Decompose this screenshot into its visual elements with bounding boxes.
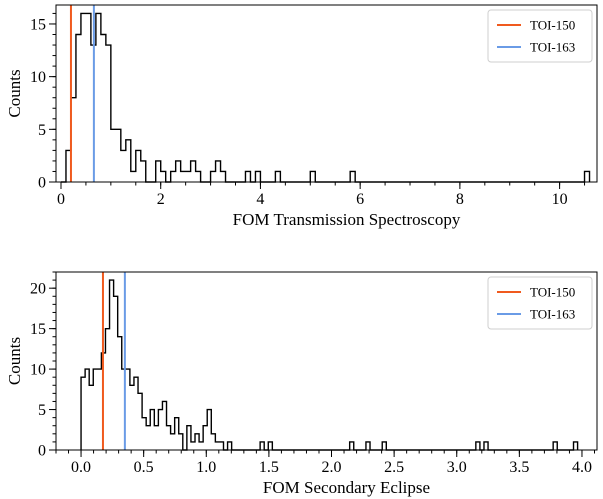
y-axis-label: Counts	[5, 337, 24, 385]
y-tick-label: 15	[30, 321, 46, 338]
x-tick-label: 0.5	[134, 459, 154, 476]
x-tick-label: 2.5	[384, 459, 404, 476]
y-tick-label: 5	[38, 402, 46, 419]
legend-label-toi-150: TOI-150	[530, 18, 575, 33]
histogram-panel-transmission: 0 2 4 6 8 10 0 5 10 15 FOM Transmission Spectrosco…	[5, 4, 598, 229]
x-tick-label: 8	[456, 191, 464, 208]
legend-box	[487, 9, 593, 63]
x-tick-label: 0	[57, 191, 65, 208]
x-tick-label: 10	[552, 191, 568, 208]
x-axis-label: FOM Transmission Spectroscopy	[233, 210, 461, 229]
x-tick-label: 3.5	[509, 459, 529, 476]
legend: TOI-150 TOI-163	[487, 9, 593, 63]
y-tick-label: 10	[30, 69, 46, 86]
x-axis-label: FOM Secondary Eclipse	[263, 478, 430, 497]
y-tick-label: 0	[38, 443, 46, 460]
legend-label-toi-163: TOI-163	[530, 307, 575, 322]
legend: TOI-150 TOI-163	[487, 276, 593, 330]
x-tick-label: 1.5	[259, 459, 279, 476]
y-tick-label: 5	[38, 122, 46, 139]
y-tick-label: 0	[38, 175, 46, 192]
y-tick-label: 20	[30, 281, 46, 298]
y-tick-label: 10	[30, 362, 46, 379]
x-tick-label: 1.0	[196, 459, 216, 476]
histogram-panel-secondary-eclipse: 0.0 0.5 1.0 1.5 2.0 2.5 3.0 3.5 4.0 0 5 10 15 20 FOM S…	[5, 271, 598, 497]
y-tick-label: 15	[30, 16, 46, 33]
x-tick-label: 2	[157, 191, 165, 208]
x-tick-label: 0.0	[71, 459, 91, 476]
legend-label-toi-150: TOI-150	[530, 285, 575, 300]
x-tick-label: 6	[356, 191, 364, 208]
x-tick-label: 4.0	[572, 459, 592, 476]
x-tick-label: 3.0	[447, 459, 467, 476]
legend-label-toi-163: TOI-163	[530, 40, 575, 55]
x-tick-label: 2.0	[322, 459, 342, 476]
y-axis-label: Counts	[5, 69, 24, 117]
legend-box	[487, 276, 593, 330]
x-tick-label: 4	[256, 191, 264, 208]
axes-frame	[55, 4, 598, 183]
